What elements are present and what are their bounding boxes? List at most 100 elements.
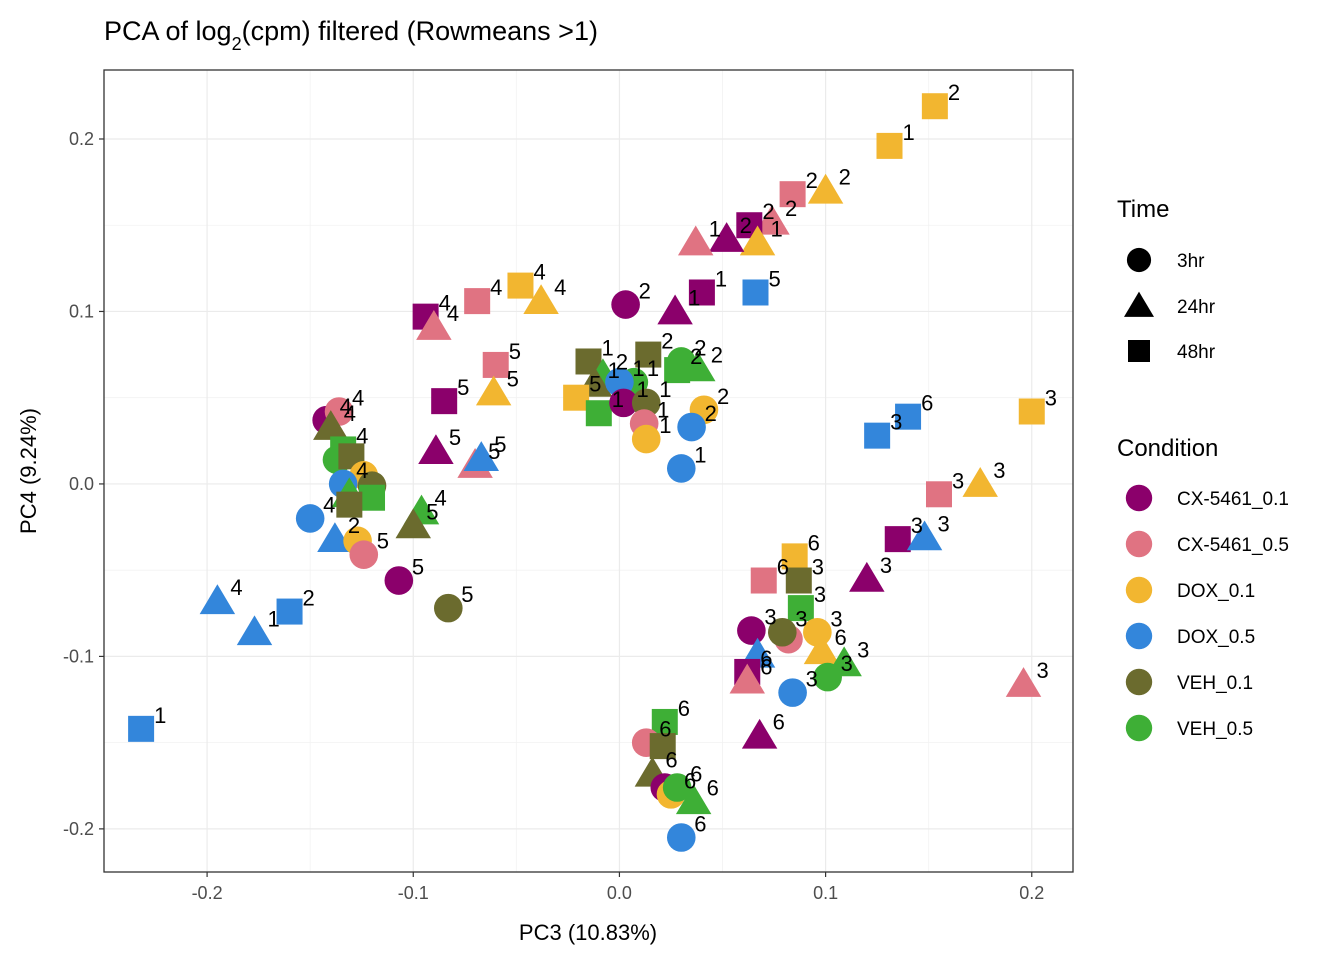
legend-color-swatch-icon <box>1125 668 1153 696</box>
data-point <box>464 288 491 315</box>
data-point <box>475 375 512 406</box>
x-tick-label: 0.0 <box>607 883 632 903</box>
svg-text:PCA of log2(cpm) filtered (Row: PCA of log2(cpm) filtered (Rowmeans >1) <box>104 16 598 54</box>
data-point <box>609 388 638 418</box>
legend-color-swatch-icon <box>1125 484 1153 512</box>
point-label: 1 <box>709 216 721 241</box>
data-point <box>523 284 559 315</box>
data-point <box>482 351 509 378</box>
point-label: 5 <box>507 367 519 392</box>
data-point <box>395 508 431 539</box>
data-point <box>876 132 903 159</box>
point-label: 4 <box>340 394 352 419</box>
data-point <box>1018 398 1045 425</box>
point-label: 5 <box>457 375 469 400</box>
point-label: 2 <box>717 384 729 409</box>
data-point <box>962 467 998 497</box>
data-point <box>739 225 776 256</box>
point-label: 1 <box>694 442 706 467</box>
data-point <box>657 294 693 325</box>
point-label: 1 <box>715 266 727 291</box>
data-point <box>864 422 891 449</box>
point-label: 3 <box>795 606 807 631</box>
legend-condition-label: CX-5461_0.5 <box>1177 535 1289 556</box>
legend-color-swatch-icon <box>1125 622 1153 650</box>
point-label: 2 <box>705 401 717 426</box>
data-point <box>737 616 766 645</box>
data-point <box>781 543 808 570</box>
point-label: 2 <box>711 342 723 367</box>
point-label: 3 <box>938 511 950 536</box>
point-label: 1 <box>154 703 166 728</box>
legend-condition-title: Condition <box>1117 435 1218 462</box>
point-label: 4 <box>554 275 566 300</box>
point-label: 5 <box>768 266 780 291</box>
point-label: 2 <box>948 80 960 105</box>
data-point <box>741 718 778 749</box>
data-point <box>295 504 325 533</box>
legend-condition-label: DOX_0.1 <box>1177 581 1255 602</box>
legend: Time Condition 3hr 24hr 48hr CX-5461_0.1 CX-… <box>1117 196 1289 742</box>
data-point <box>631 424 661 454</box>
point-label: 5 <box>461 582 473 607</box>
point-label: 4 <box>439 291 451 316</box>
point-label: 2 <box>740 213 752 238</box>
data-point <box>416 310 452 340</box>
legend-color-swatch-icon <box>1125 530 1153 558</box>
x-tick-label: 0.1 <box>813 883 838 903</box>
point-label: 3 <box>993 458 1005 483</box>
legend-triangle-icon <box>1123 291 1155 317</box>
point-label: 3 <box>841 651 853 676</box>
legend-time-title: Time <box>1117 196 1169 223</box>
data-point <box>463 441 500 471</box>
data-point <box>680 351 716 382</box>
point-label: 1 <box>647 356 659 381</box>
data-point <box>895 403 922 430</box>
point-label: 6 <box>665 748 677 773</box>
point-label: 4 <box>344 401 356 426</box>
data-point <box>666 454 696 483</box>
data-point <box>1005 667 1042 697</box>
point-label: 5 <box>488 439 500 464</box>
plot-border <box>103 69 1074 873</box>
data-point <box>768 617 797 647</box>
data-point <box>359 484 386 511</box>
point-label: 1 <box>612 387 624 412</box>
data-point <box>708 222 745 252</box>
point-label: 5 <box>449 425 461 450</box>
point-label: 2 <box>785 196 797 221</box>
data-point <box>778 678 807 707</box>
data-point <box>779 181 806 208</box>
data-point <box>849 561 885 592</box>
point-label: 4 <box>435 486 447 511</box>
point-label: 6 <box>760 655 772 680</box>
point-label: 5 <box>377 529 389 554</box>
data-point <box>662 773 692 802</box>
x-axis-title: PC3 (10.83%) <box>519 920 657 945</box>
axis-ticks: -0.2 -0.1 0.0 0.1 0.2 -0.2 -0.1 0.0 0.1 0.2 <box>63 129 1044 903</box>
point-label: 3 <box>911 513 923 538</box>
legend-time-label: 3hr <box>1177 251 1205 272</box>
data-point <box>585 400 612 427</box>
legend-condition-label: DOX_0.5 <box>1177 627 1255 648</box>
point-label: 3 <box>890 410 902 435</box>
point-label: 4 <box>230 575 242 600</box>
data-point <box>754 204 790 235</box>
point-label: 3 <box>806 667 818 692</box>
point-label: 2 <box>762 199 774 224</box>
point-label: 4 <box>352 385 364 410</box>
point-label: 4 <box>356 423 368 448</box>
data-point <box>813 662 842 692</box>
data-point <box>750 567 777 594</box>
data-point <box>651 708 678 735</box>
point-label: 4 <box>533 260 545 285</box>
point-label: 1 <box>659 413 671 438</box>
point-label: 3 <box>830 606 842 631</box>
point-label: 4 <box>447 301 459 326</box>
y-tick-label: -0.2 <box>63 819 94 839</box>
point-label: 3 <box>857 637 869 662</box>
data-point <box>418 434 454 465</box>
point-label: 6 <box>777 555 789 580</box>
